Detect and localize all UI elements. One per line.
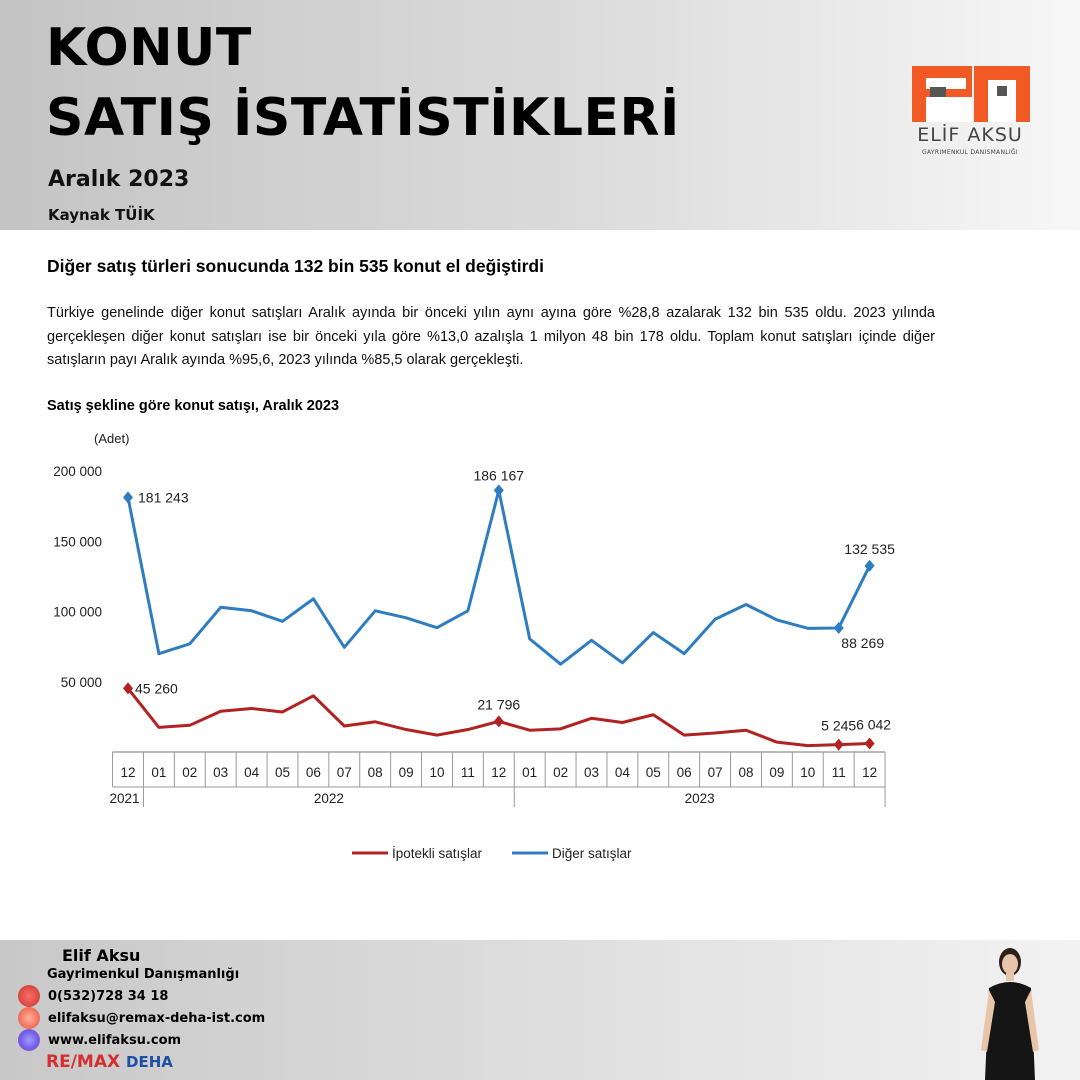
email-icon [18, 1007, 40, 1029]
x-tick-label: 05 [646, 765, 661, 780]
chart-title: Satış şekline göre konut satışı, Aralık … [47, 398, 340, 414]
data-label: 21 796 [477, 696, 520, 712]
data-label: 5 245 [821, 718, 856, 734]
source-label: Kaynak TÜİK [48, 206, 155, 224]
logo-mark-icon [912, 66, 1030, 122]
header-banner: KONUT SATIŞ İSTATİSTİKLERİ Aralık 2023 K… [0, 0, 1080, 230]
website-row: www.elifaksu.com [18, 1029, 181, 1051]
x-tick-label: 04 [244, 765, 260, 780]
data-point-marker [864, 559, 875, 572]
x-tick-label: 07 [337, 765, 352, 780]
x-tick-label: 08 [738, 765, 753, 780]
legend-label: İpotekli satışlar [392, 846, 483, 861]
x-tick-label: 09 [769, 765, 784, 780]
x-tick-label: 05 [275, 765, 290, 780]
data-label: 181 243 [138, 489, 189, 505]
deha-brand: DEHA [126, 1053, 173, 1071]
data-point-marker [833, 738, 844, 751]
agent-photo [981, 948, 1039, 1080]
article-headline: Diğer satış türleri sonucunda 132 bin 53… [47, 256, 544, 276]
x-tick-label: 03 [213, 765, 228, 780]
data-label: 186 167 [473, 467, 524, 483]
y-tick-label: 150 000 [53, 534, 102, 549]
data-label: 45 260 [135, 680, 178, 696]
y-axis-unit-label: (Adet) [94, 431, 129, 446]
x-tick-label: 12 [491, 765, 506, 780]
y-tick-label: 50 000 [61, 675, 102, 690]
year-label: 2022 [314, 791, 344, 806]
housing-sales-chart: (Adet) 50 000 100 000 150 000 200 000 2021 202… [53, 431, 895, 861]
x-tick-label: 10 [800, 765, 815, 780]
remax-deha-logo: RE/MAX DEHA [46, 1052, 173, 1072]
website-text[interactable]: www.elifaksu.com [48, 1032, 182, 1048]
y-tick-label: 200 000 [53, 464, 102, 479]
remax-brand: RE/MAX [46, 1052, 121, 1072]
x-tick-label: 08 [368, 765, 383, 780]
x-tick-label: 04 [615, 765, 631, 780]
year-label: 2023 [685, 791, 715, 806]
x-tick-label: 12 [120, 765, 135, 780]
title-line-1: KONUT [46, 18, 252, 78]
x-tick-label: 06 [677, 765, 692, 780]
agent-name: Elif Aksu [62, 946, 141, 965]
data-label: 6 042 [856, 717, 891, 733]
data-point-marker [864, 737, 875, 750]
legend-label: Diğer satışlar [552, 846, 632, 861]
logo-subtitle: GAYRIMENKUL DANISMANLIĞI [922, 149, 1018, 156]
x-tick-label: 07 [708, 765, 723, 780]
x-tick-label: 11 [461, 765, 475, 780]
data-label: 132 535 [844, 541, 895, 557]
x-tick-label: 09 [399, 765, 414, 780]
data-point-marker [493, 715, 504, 728]
footer-contact: Elif Aksu Gayrimenkul Danışmanlığı 0(532… [0, 940, 1080, 1080]
phone-icon [18, 985, 40, 1007]
x-tick-label: 10 [429, 765, 444, 780]
x-tick-label: 02 [553, 765, 568, 780]
data-point-marker [123, 682, 133, 695]
x-tick-label: 01 [151, 765, 166, 780]
other-sales-line [126, 488, 871, 666]
email-row: elifaksu@remax-deha-ist.com [18, 1007, 265, 1029]
x-tick-label: 01 [522, 765, 537, 780]
x-tick-label: 11 [832, 765, 846, 780]
email-text[interactable]: elifaksu@remax-deha-ist.com [48, 1010, 266, 1026]
x-tick-label: 03 [584, 765, 599, 780]
period-label: Aralık 2023 [48, 167, 190, 192]
article-paragraph: Türkiye genelinde diğer konut satışları … [47, 305, 935, 368]
title-line-2: SATIŞ İSTATİSTİKLERİ [46, 88, 680, 148]
x-tick-label: 02 [182, 765, 197, 780]
data-point-marker [123, 491, 133, 504]
phone-text[interactable]: 0(532)728 34 18 [48, 988, 169, 1004]
elif-aksu-logo: ELİF AKSU GAYRIMENKUL DANISMANLIĞI [900, 60, 1040, 160]
phone-row: 0(532)728 34 18 [18, 985, 168, 1007]
agent-subtitle: Gayrimenkul Danışmanlığı [47, 967, 240, 982]
x-tick-label: 06 [306, 765, 321, 780]
logo-name: ELİF AKSU [917, 124, 1023, 146]
data-point-marker [833, 621, 844, 634]
data-label: 88 269 [841, 635, 884, 651]
year-label: 2021 [110, 791, 140, 806]
data-point-marker [493, 484, 504, 497]
y-tick-label: 100 000 [53, 605, 102, 620]
globe-icon [18, 1029, 40, 1051]
x-tick-label: 12 [862, 765, 877, 780]
